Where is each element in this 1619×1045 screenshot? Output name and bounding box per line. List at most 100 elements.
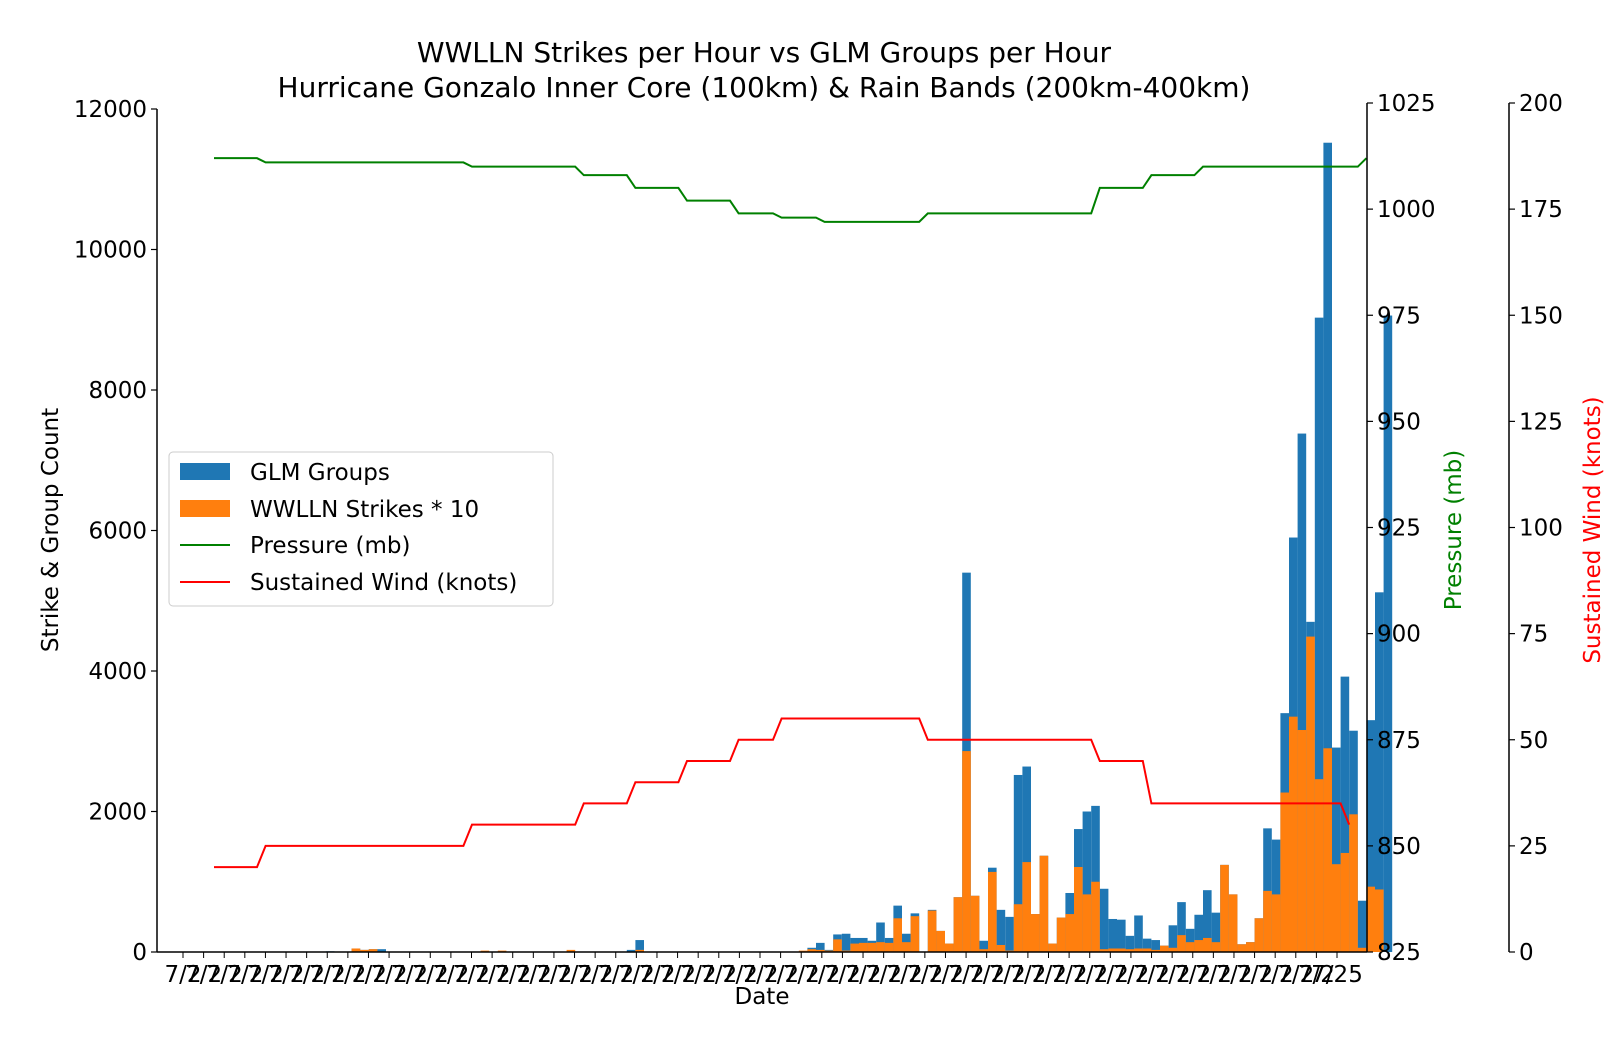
- x-tick-label: 7/2: [618, 962, 655, 988]
- glm-bar: [1005, 916, 1014, 953]
- wind-ticks: 0 25 50 75 100 125 150 175 200: [1509, 91, 1563, 966]
- y-tick-label: 4000: [88, 659, 147, 685]
- wwlln-bar: [1211, 942, 1221, 952]
- glm-bar: [1125, 935, 1135, 952]
- wind-tick-label: 200: [1519, 91, 1563, 117]
- wwlln-bar: [893, 918, 902, 952]
- y-tick-label: 10000: [74, 238, 147, 264]
- legend-label-glm: GLM Groups: [250, 460, 390, 486]
- glm-bar: [841, 933, 851, 952]
- wwlln-bar: [351, 948, 361, 952]
- x-tick-label: 7/2: [1154, 962, 1191, 988]
- wind-axis-label: Sustained Wind (knots): [1580, 396, 1606, 663]
- glm-bar: [1185, 928, 1195, 952]
- glm-bar: [1091, 805, 1100, 952]
- x-tick-label: 7/2: [1257, 962, 1294, 988]
- wwlln-bar: [867, 942, 877, 952]
- wind-tick-label: 50: [1519, 728, 1548, 754]
- legend-label-wind: Sustained Wind (knots): [250, 570, 517, 596]
- pressure-line: [214, 157, 1368, 223]
- wwlln-bar: [1254, 918, 1264, 952]
- x-tick-label: 7/2: [515, 962, 552, 988]
- glm-bar: [1194, 914, 1203, 952]
- wwlln-bar: [1280, 792, 1289, 952]
- wwlln-bar: [1357, 947, 1367, 952]
- wwlln-bar: [970, 895, 980, 952]
- wwlln-bar: [566, 949, 576, 952]
- wwlln-bar: [1056, 917, 1066, 952]
- x-ticks: 7/27/27/27/27/27/27/27/27/27/27/27/27/27…: [164, 952, 1363, 988]
- x-tick-label: 7/2: [206, 962, 243, 988]
- glm-bar: [1134, 915, 1143, 952]
- x-tick-label: 7/2: [700, 962, 737, 988]
- legend-swatch-wwlln: [180, 500, 230, 517]
- x-tick-label: 7/2: [680, 962, 717, 988]
- x-tick-label: 7/2: [1071, 962, 1108, 988]
- wwlln-bar: [368, 949, 378, 952]
- y-tick-label: 0: [132, 940, 147, 966]
- wwlln-bar: [1297, 730, 1307, 952]
- wwlln-bar: [953, 897, 963, 952]
- glm-bar: [996, 909, 1006, 952]
- x-tick-label: 7/2: [1215, 962, 1252, 988]
- wwlln-bar: [1091, 881, 1100, 952]
- x-tick-label: 7/2: [164, 962, 201, 988]
- x-tick-label: 7/2: [989, 962, 1026, 988]
- x-tick-label: 7/2: [371, 962, 408, 988]
- glm-bar: [1366, 720, 1375, 952]
- wwlln-bar: [1289, 716, 1298, 952]
- x-tick-label: 7/2: [659, 962, 696, 988]
- wwlln-bar: [833, 939, 842, 952]
- glm-bar: [1142, 938, 1152, 952]
- pressure-tick-label: 975: [1377, 303, 1421, 329]
- wwlln-bar: [1074, 867, 1083, 952]
- pressure-tick-label: 825: [1377, 940, 1421, 966]
- legend-frame: [168, 451, 554, 607]
- y-tick-label: 2000: [88, 800, 147, 826]
- chart-subtitle: Hurricane Gonzalo Inner Core (100km) & R…: [278, 71, 1251, 104]
- x-tick-label: 7/2: [556, 962, 593, 988]
- y-axis-label: Strike & Group Count: [38, 408, 64, 652]
- wwlln-bar: [1314, 779, 1324, 952]
- pressure-ticks: 825 850 875 900 925 950 975 1000 1025: [1367, 91, 1436, 966]
- wwlln-bar: [1194, 940, 1203, 952]
- pressure-axis-label: Pressure (mb): [1441, 450, 1467, 610]
- wwlln-bar: [902, 942, 911, 952]
- wwlln-bar: [1039, 855, 1049, 952]
- pressure-tick-label: 925: [1377, 516, 1421, 542]
- wwlln-bar: [936, 930, 945, 952]
- wwlln-bar: [1151, 949, 1160, 952]
- wwlln-bar: [1332, 864, 1341, 952]
- x-tick-label: 7/2: [803, 962, 840, 988]
- x-tick-label: 7/2: [968, 962, 1005, 988]
- pressure-tick-label: 1025: [1377, 91, 1436, 117]
- x-tick-label: 7/2: [185, 962, 222, 988]
- wwlln-bar: [1246, 942, 1255, 952]
- x-tick-label: 7/2: [597, 962, 634, 988]
- line-series: [214, 157, 1368, 869]
- wwlln-bar: [910, 916, 920, 952]
- x-tick-label: 7/2: [432, 962, 469, 988]
- x-tick-label: 7/2: [1236, 962, 1273, 988]
- wwlln-bar: [1271, 894, 1281, 952]
- wwlln-bar: [807, 949, 816, 952]
- x-tick-label: 7/2: [247, 962, 284, 988]
- glm-bar: [1203, 890, 1212, 952]
- x-tick-label: 7/2: [309, 962, 346, 988]
- x-tick-label: 7/2: [948, 962, 985, 988]
- glm-bar: [1117, 919, 1126, 952]
- wwlln-bar: [1366, 886, 1375, 952]
- pressure-tick-label: 900: [1377, 622, 1421, 648]
- glm-bar: [377, 949, 386, 952]
- wwlln-bar: [1237, 944, 1246, 952]
- wwlln-bar: [1228, 894, 1238, 952]
- x-tick-label: 7/2: [1092, 962, 1129, 988]
- wwlln-bar: [859, 942, 868, 952]
- wwlln-bar: [1048, 943, 1057, 952]
- chart-title: WWLLN Strikes per Hour vs GLM Groups per…: [417, 36, 1112, 69]
- x-tick-label: 7/2: [329, 962, 366, 988]
- glm-bar: [635, 940, 644, 952]
- glm-bar: [1357, 900, 1367, 952]
- glm-bar: [1263, 828, 1272, 952]
